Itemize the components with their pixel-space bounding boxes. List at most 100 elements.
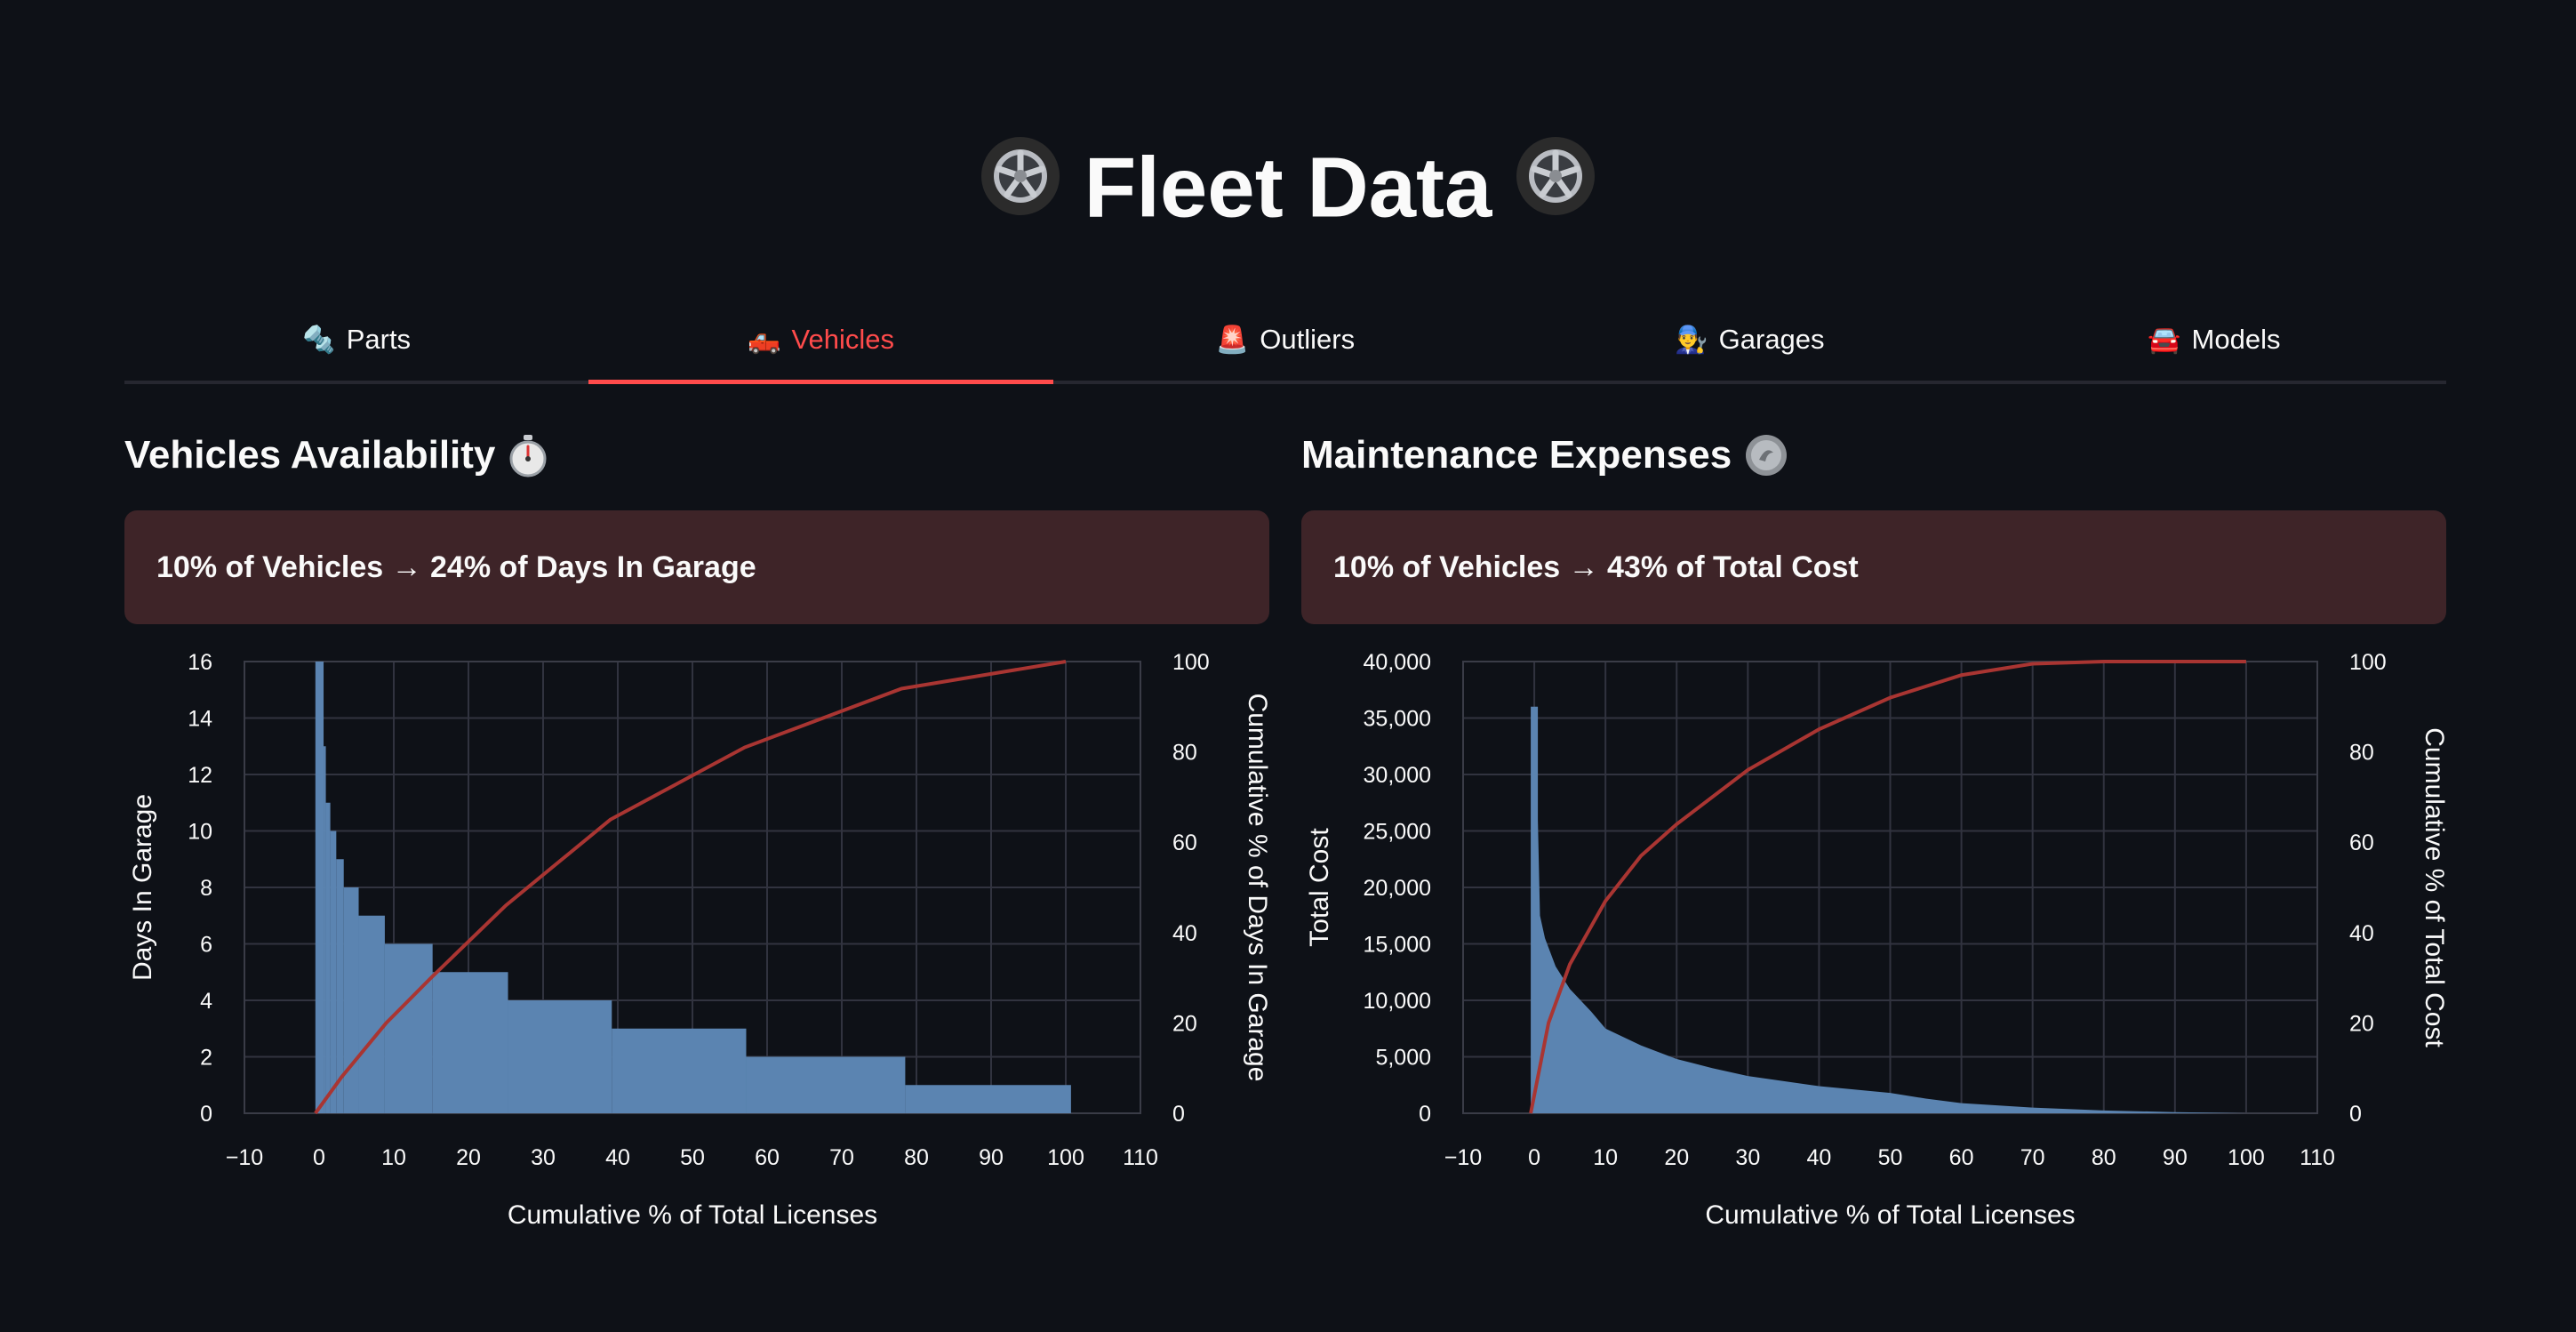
cumulative-line — [1529, 660, 2246, 1114]
tab-label: Outliers — [1260, 324, 1356, 355]
y-axis-label: Total Cost — [1305, 828, 1334, 947]
x-tick-label: 40 — [605, 1145, 630, 1170]
y2-tick-label: 0 — [2349, 1102, 2362, 1127]
bar — [336, 859, 344, 1113]
bar — [432, 972, 508, 1113]
y-tick-label: 15,000 — [1364, 933, 1431, 958]
y2-axis-label: Cumulative % of Days In Garage — [1243, 694, 1272, 1082]
bar — [315, 662, 324, 1113]
bar — [612, 1028, 747, 1113]
nut-bolt-icon: 🔩 — [302, 325, 336, 355]
y-axis-label: Days In Garage — [128, 794, 157, 981]
y2-axis-label: Cumulative % of Total Cost — [2420, 727, 2449, 1047]
x-tick-label: 10 — [381, 1145, 406, 1170]
x-tick-label: 70 — [2020, 1145, 2045, 1170]
bar — [358, 915, 385, 1113]
y2-tick-label: 0 — [1172, 1102, 1185, 1127]
y-tick-label: 10 — [188, 820, 212, 845]
days-in-garage-chart: −10 0 10 20 30 40 50 60 70 80 90 100 110 0 2 4 6 8 10 12 14 1… — [128, 650, 1272, 1230]
y-tick-label: 16 — [188, 650, 212, 675]
y-tick-label: 20,000 — [1364, 876, 1431, 901]
availability-alert: 10% of Vehicles → 24% of Days In Garage — [124, 510, 1269, 624]
y2-tick-label: 20 — [1172, 1011, 1197, 1036]
x-tick-label: 80 — [904, 1145, 929, 1170]
bar — [508, 1000, 612, 1113]
y-tick-label: 2 — [200, 1046, 212, 1071]
x-tick-label: 110 — [1123, 1145, 1158, 1170]
x-tick-label: 100 — [2228, 1145, 2265, 1170]
x-tick-label: 30 — [531, 1145, 556, 1170]
y-tick-label: 8 — [200, 876, 212, 901]
x-tick-label: 60 — [755, 1145, 780, 1170]
bar — [905, 1085, 1071, 1113]
pickup-truck-icon: 🛻 — [748, 325, 781, 355]
bar — [343, 887, 359, 1113]
page-title-text: Fleet Data — [1084, 140, 1492, 236]
siren-icon: 🚨 — [1215, 325, 1250, 355]
alert-text: 10% of Vehicles → 24% of Days In Garage — [156, 550, 756, 584]
y-tick-label: 40,000 — [1364, 650, 1431, 675]
coin-icon — [1744, 433, 1788, 477]
x-tick-label: 110 — [2300, 1145, 2335, 1170]
y2-tick-label: 60 — [1172, 830, 1197, 855]
page-title: Fleet Data — [0, 124, 2576, 246]
x-tick-label: 100 — [1047, 1145, 1084, 1170]
total-cost-chart: −10 0 10 20 30 40 50 60 70 80 90 100 110 0 5,000 10,000… — [1305, 650, 2449, 1230]
tab-models[interactable]: 🚘 Models — [1982, 302, 2446, 384]
mechanic-icon: 👨‍🔧 — [1675, 325, 1708, 355]
car-icon: 🚘 — [2148, 325, 2181, 355]
bar — [325, 802, 331, 1113]
x-axis-label: Cumulative % of Total Licenses — [1705, 1200, 2075, 1230]
y-tick-label: 0 — [1419, 1102, 1431, 1127]
maintenance-expenses-title: Maintenance Expenses — [1301, 427, 1788, 484]
wheel-icon — [980, 131, 1061, 246]
section-title-text: Vehicles Availability — [124, 433, 496, 477]
vehicles-availability-title: Vehicles Availability — [124, 427, 548, 484]
y-tick-label: 10,000 — [1364, 989, 1431, 1014]
y-tick-label: 35,000 — [1364, 707, 1431, 732]
bar — [330, 830, 337, 1113]
x-axis-label: Cumulative % of Total Licenses — [508, 1200, 877, 1230]
x-tick-label: 40 — [1807, 1145, 1832, 1170]
x-tick-label: 30 — [1735, 1145, 1760, 1170]
y-tick-label: 0 — [200, 1102, 212, 1127]
x-tick-label: 70 — [829, 1145, 854, 1170]
y2-tick-label: 20 — [2349, 1011, 2374, 1036]
y2-tick-label: 80 — [1172, 741, 1197, 766]
tab-label: Models — [2191, 324, 2281, 355]
y2-tick-label: 100 — [2349, 650, 2387, 675]
tab-bar: 🔩 Parts 🛻 Vehicles 🚨 Outliers 👨‍🔧 Garage… — [124, 302, 2446, 384]
section-title-text: Maintenance Expenses — [1301, 433, 1732, 477]
y2-tick-label: 100 — [1172, 650, 1210, 675]
y2-tick-label: 40 — [2349, 921, 2374, 946]
x-tick-label: 0 — [1528, 1145, 1540, 1170]
tab-outliers[interactable]: 🚨 Outliers — [1053, 302, 1517, 384]
alert-text: 10% of Vehicles → 43% of Total Cost — [1333, 550, 1859, 584]
bar — [324, 746, 326, 1113]
y-tick-label: 14 — [188, 707, 212, 732]
cumulative-line — [314, 660, 1067, 1115]
y2-tick-label: 60 — [2349, 830, 2374, 855]
tab-label: Garages — [1718, 324, 1825, 355]
stopwatch-icon — [508, 433, 548, 477]
y-tick-label: 6 — [200, 933, 212, 958]
x-tick-label: −10 — [226, 1145, 263, 1170]
x-tick-label: 10 — [1593, 1145, 1618, 1170]
x-tick-label: 0 — [313, 1145, 325, 1170]
x-tick-label: 80 — [2092, 1145, 2116, 1170]
y2-tick-label: 40 — [1172, 921, 1197, 946]
tab-vehicles[interactable]: 🛻 Vehicles — [588, 302, 1054, 384]
y-tick-label: 12 — [188, 763, 212, 788]
tab-label: Parts — [346, 324, 412, 355]
y-tick-label: 25,000 — [1364, 820, 1431, 845]
y-tick-label: 4 — [200, 989, 212, 1014]
wheel-icon — [1515, 131, 1596, 246]
tab-parts[interactable]: 🔩 Parts — [124, 302, 588, 384]
tab-garages[interactable]: 👨‍🔧 Garages — [1517, 302, 1981, 384]
expenses-alert: 10% of Vehicles → 43% of Total Cost — [1301, 510, 2446, 624]
y-tick-label: 5,000 — [1375, 1046, 1431, 1071]
bar — [746, 1056, 906, 1113]
y2-tick-label: 80 — [2349, 741, 2374, 766]
x-tick-label: 90 — [979, 1145, 1004, 1170]
distribution-bars — [1531, 706, 2246, 1113]
